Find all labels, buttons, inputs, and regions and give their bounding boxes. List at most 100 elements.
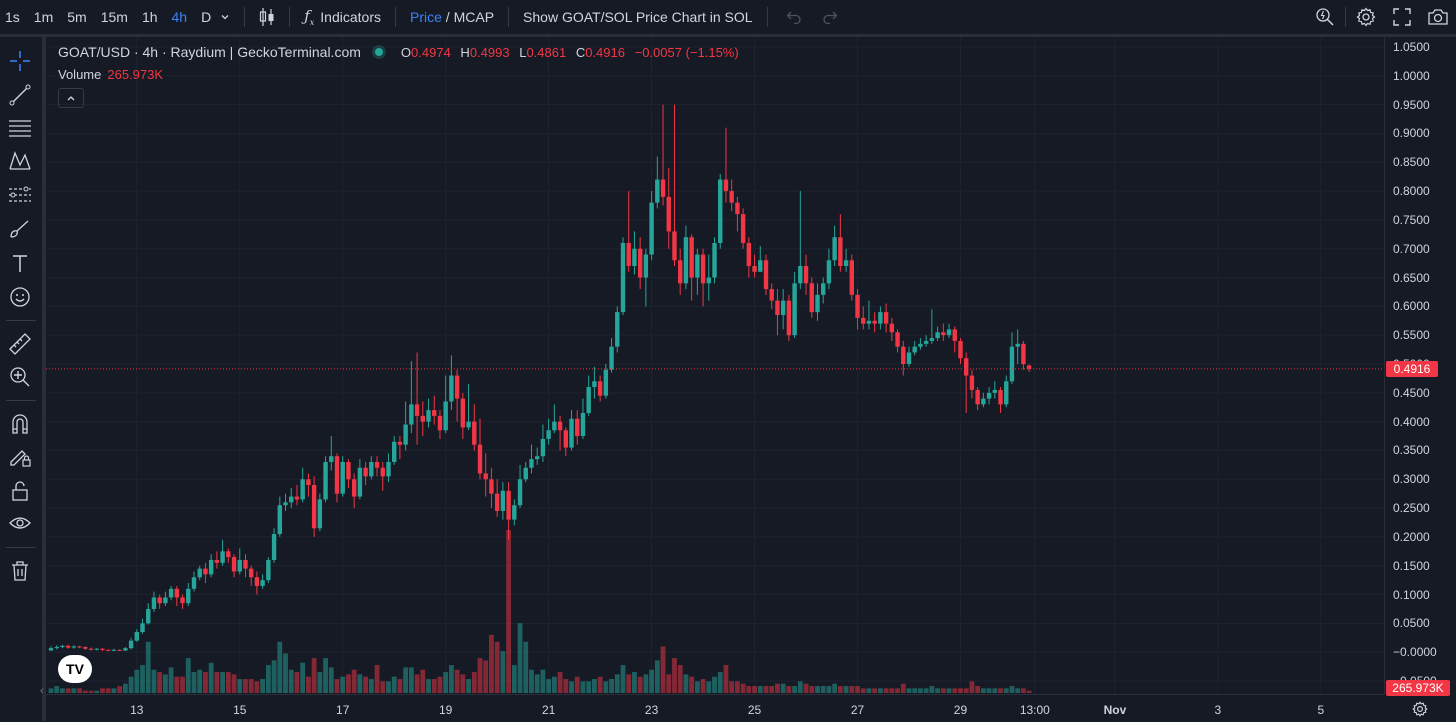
volume-bar [363,676,368,693]
lock-drawing-tool[interactable] [5,442,35,472]
volume-bar [163,674,168,693]
trend-line-icon [9,84,31,106]
quick-search-button[interactable] [1307,0,1343,34]
candle-body [65,645,71,648]
price-toggle-option[interactable]: Price [410,9,442,25]
volume-bar [534,674,540,693]
collapse-legend-button[interactable] [58,88,84,108]
price-chart[interactable] [46,37,1384,694]
brush-tool[interactable] [5,214,35,244]
indicators-button[interactable]: ƒx Indicators [298,7,387,27]
trend-line-tool[interactable] [5,80,35,110]
volume-bar [271,660,277,693]
candle-body [54,646,59,649]
chart-legend: GOAT/USD · 4h · Raydium | GeckoTerminal.… [58,44,745,60]
volume-bar [826,686,832,693]
emoji-tool[interactable] [5,282,35,312]
candle-body [466,421,471,428]
candle-body [214,559,220,563]
timeframe-5m[interactable]: 5m [67,9,87,25]
candle-body [666,196,671,232]
magnet-tool[interactable] [5,409,35,439]
zoom-in-tool[interactable] [5,362,35,392]
axis-settings-button[interactable] [1408,698,1432,720]
volume-bar [328,667,334,693]
timeframe-1h[interactable]: 1h [141,9,158,25]
volume-bar [386,681,391,693]
candle-body [552,421,557,431]
candle-body [946,329,952,336]
chart-pane[interactable] [46,37,1384,694]
mcap-toggle-option[interactable]: MCAP [453,9,495,25]
volume-bar [654,660,660,693]
candle-body [186,588,191,604]
show-sol-chart-button[interactable]: Show GOAT/SOL Price Chart in SOL [517,9,759,25]
volume-bar [306,676,311,693]
redo-button[interactable] [812,0,848,34]
text-tool[interactable] [5,248,35,278]
screenshot-button[interactable] [1420,0,1456,34]
volume-bar [1003,688,1009,693]
volume-bar [557,672,563,693]
projection-tool[interactable] [5,180,35,210]
lock-all-tool[interactable] [5,476,35,506]
undo-button[interactable] [776,0,812,34]
delete-drawings-tool[interactable] [5,556,35,586]
candle-body [740,214,746,243]
settings-button[interactable] [1348,0,1384,34]
pattern-tool[interactable] [5,146,35,176]
candle-body [346,461,351,480]
tradingview-logo[interactable]: TV [58,655,92,683]
gear-icon [1356,7,1376,27]
volume-bar [391,676,397,693]
time-axis-tick: 3 [1214,703,1222,717]
volume-bar [203,672,208,693]
candlestick-icon [260,8,274,26]
volume-bar [437,676,443,693]
candle-body [369,461,374,477]
price-axis-tick: 0.1000 [1393,587,1430,602]
ruler-tool[interactable] [5,329,35,359]
time-axis-tick: 13:00 [1019,703,1050,717]
chart-type-button[interactable] [253,7,281,27]
volume-bar [683,674,689,693]
volume-bar [735,681,740,693]
volume-bar [414,674,420,693]
projection-icon [9,186,31,202]
candle-body [317,499,323,529]
timeframe-D[interactable]: D [201,9,212,25]
function-icon: ƒx [304,7,315,27]
candle-body [517,479,523,506]
hide-drawings-tool[interactable] [5,508,35,538]
candle-body [906,352,912,364]
time-axis[interactable]: 13 15 17 19 21 23 25 27 29 13:00 Nov 3 5 [46,694,1384,722]
symbol-title[interactable]: GOAT/USD · 4h · Raydium | GeckoTerminal.… [58,44,361,60]
candle-body [100,648,105,650]
timeframe-dropdown-chevron-icon[interactable] [218,9,236,25]
timeframe-4h[interactable]: 4h [171,9,188,25]
volume-bar [449,665,454,693]
timeframe-15m[interactable]: 15m [100,9,128,25]
candle-body [821,283,826,295]
timeframe-1m[interactable]: 1m [33,9,54,25]
candle-body [609,346,614,370]
candle-body [48,648,54,651]
candle-body [71,646,77,648]
volume-bar [643,674,649,693]
timeframe-1s[interactable]: 1s [5,9,20,25]
volume-bar [677,665,683,693]
volume-bar [460,674,466,693]
volume-bar [334,679,340,693]
candle-body [351,479,357,497]
candle-body [769,289,774,301]
candle-body [443,401,448,431]
crosshair-tool[interactable] [5,46,35,76]
volume-bar [231,674,237,693]
fullscreen-button[interactable] [1384,0,1420,34]
scroll-left-arrow-icon[interactable]: ‹ [40,685,44,697]
volume-bar [963,688,969,693]
candle-body [775,300,780,316]
volume-bar [918,688,923,693]
candle-body [678,260,683,284]
horizontal-lines-tool[interactable] [5,113,35,143]
